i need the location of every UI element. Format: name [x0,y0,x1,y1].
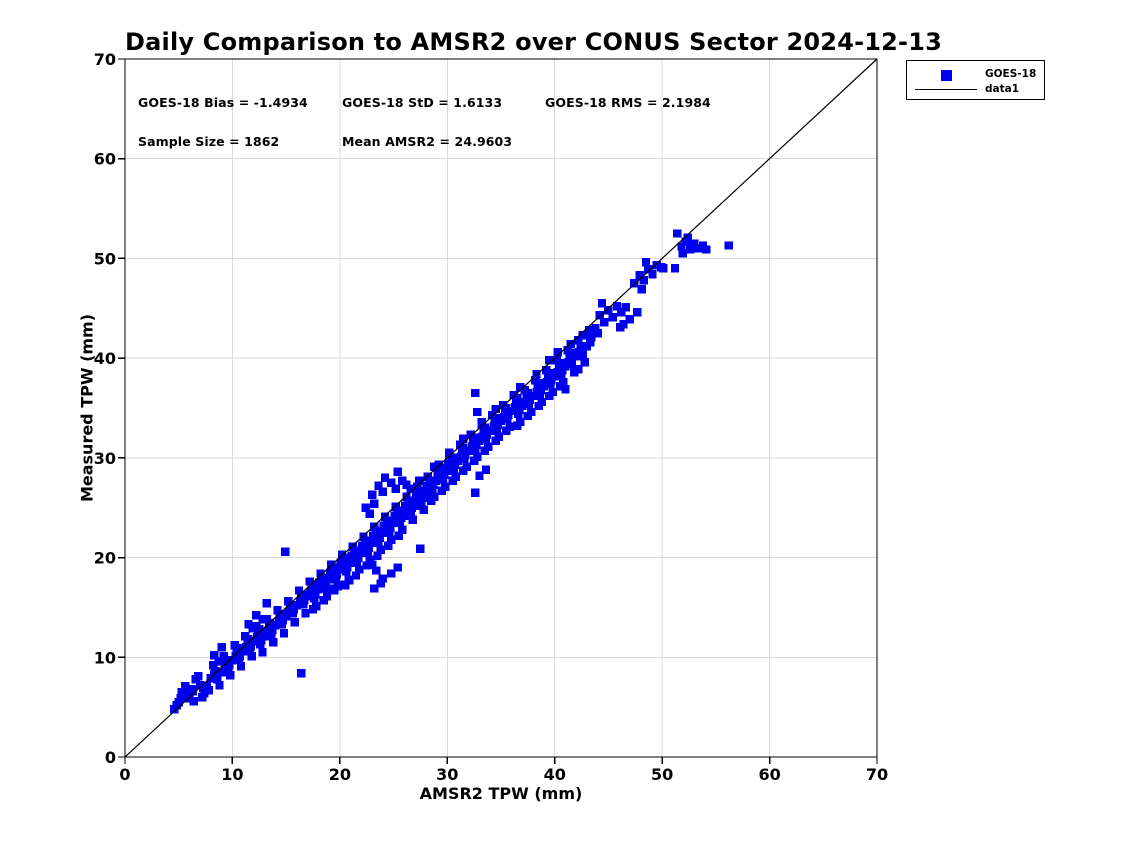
svg-text:0: 0 [119,765,130,784]
legend-line-icon [915,89,977,90]
svg-text:10: 10 [221,765,243,784]
axis-tick-labels: 0 10 20 30 40 50 60 70 0 10 20 30 40 50 60 70 [94,50,888,784]
svg-text:50: 50 [94,249,116,268]
legend-label-goes18: GOES-18 [985,68,1037,80]
svg-text:60: 60 [758,765,780,784]
svg-text:40: 40 [94,349,116,368]
legend-square-marker-icon [941,70,952,81]
svg-text:10: 10 [94,648,116,667]
svg-text:30: 30 [94,449,116,468]
svg-text:50: 50 [651,765,673,784]
svg-text:0: 0 [105,748,116,767]
x-axis-label: AMSR2 TPW (mm) [419,784,583,803]
stat-bias: GOES-18 Bias = -1.4934 [138,95,308,110]
svg-text:70: 70 [94,50,116,69]
chart-title: Daily Comparison to AMSR2 over CONUS Sec… [125,28,943,56]
scatter-points [170,229,733,714]
legend-box: GOES-18 data1 [906,60,1045,100]
svg-text:40: 40 [544,765,566,784]
svg-text:70: 70 [866,765,888,784]
axes-frame [124,58,878,758]
stat-std: GOES-18 StD = 1.6133 [342,95,503,110]
stat-mean-amsr2: Mean AMSR2 = 24.9603 [342,134,513,149]
svg-text:30: 30 [436,765,458,784]
stat-rms: GOES-18 RMS = 2.1984 [545,95,711,110]
identity-line [124,58,878,758]
svg-text:60: 60 [94,150,116,169]
gridlines [125,59,877,757]
svg-text:20: 20 [94,549,116,568]
legend-label-data1: data1 [985,83,1020,95]
axis-ticks [118,58,878,764]
y-axis-label: Measured TPW (mm) [77,313,97,503]
svg-text:20: 20 [329,765,351,784]
stat-sample-size: Sample Size = 1862 [138,134,280,149]
